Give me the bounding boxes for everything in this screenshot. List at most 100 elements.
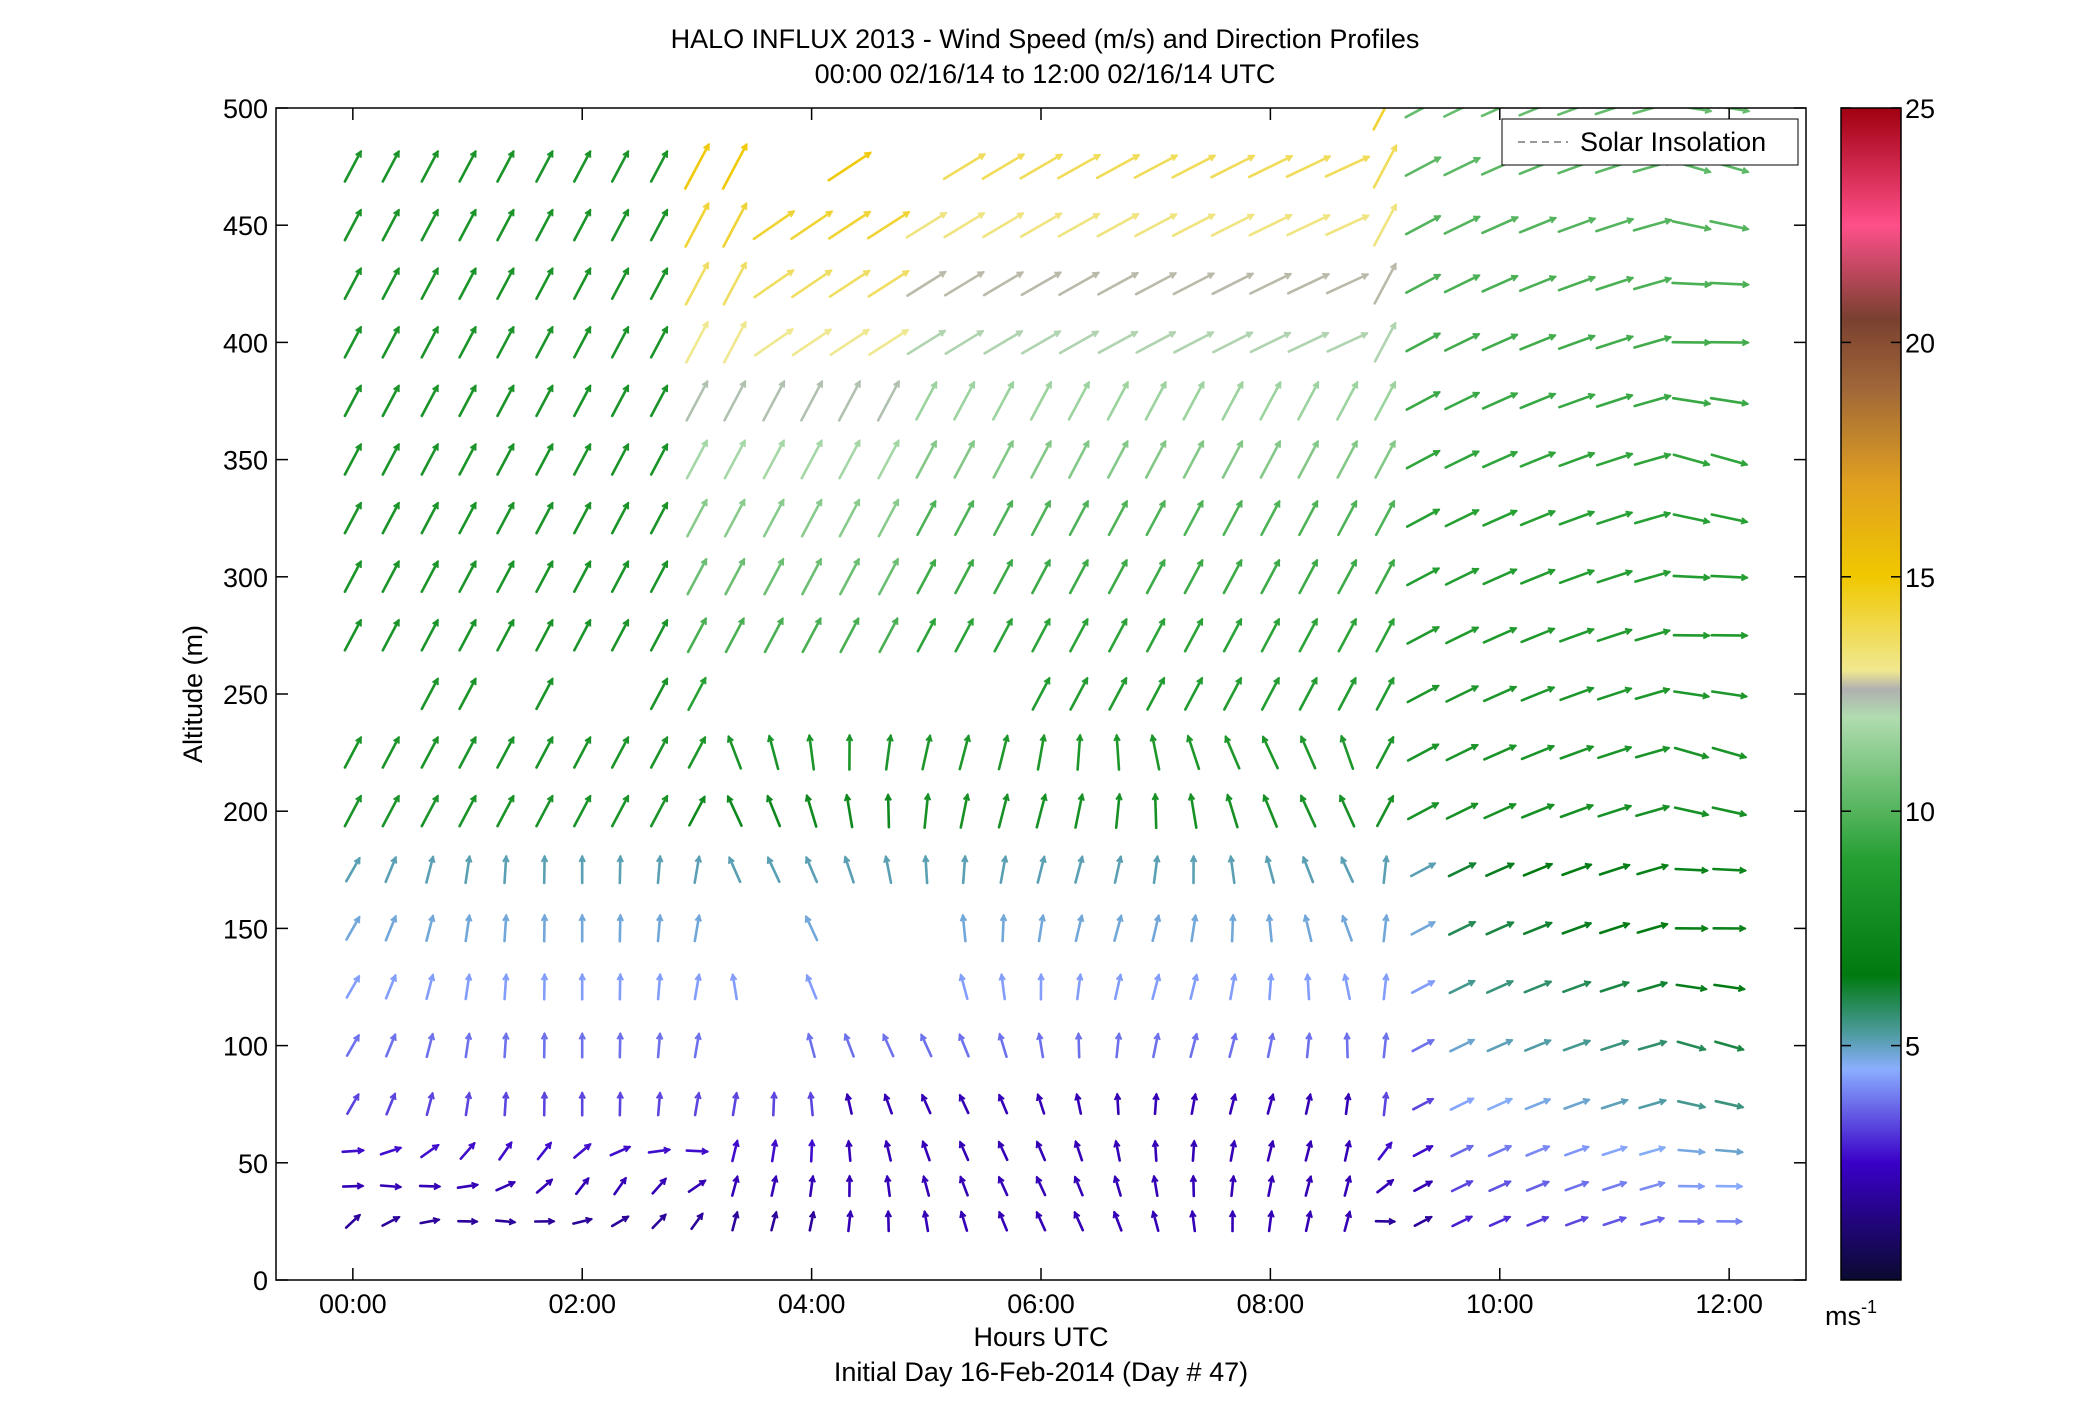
wind-vector-head bbox=[469, 325, 477, 334]
wind-vector-head bbox=[1158, 676, 1165, 685]
wind-vector bbox=[839, 617, 860, 654]
wind-vector bbox=[1523, 980, 1552, 994]
wind-vector bbox=[1411, 1038, 1435, 1053]
wind-vector bbox=[381, 794, 400, 828]
wind-vector-head bbox=[1074, 1092, 1082, 1101]
wind-vector bbox=[1482, 627, 1517, 644]
wind-vector bbox=[1343, 1210, 1351, 1232]
wind-vector bbox=[384, 974, 397, 1000]
wind-vector-head bbox=[976, 330, 985, 337]
wind-vector-head bbox=[1431, 743, 1440, 751]
wind-vector bbox=[1557, 276, 1596, 292]
wind-vector-head bbox=[1229, 1139, 1238, 1148]
wind-vector-head bbox=[1312, 380, 1320, 389]
wind-vector-head bbox=[1662, 628, 1672, 636]
wind-vector-head bbox=[578, 1091, 586, 1099]
wind-vector bbox=[1564, 1145, 1590, 1157]
wind-vector-head bbox=[393, 208, 400, 217]
wind-vector-head bbox=[1187, 792, 1196, 801]
wind-vector bbox=[1260, 618, 1281, 653]
wind-vector-head bbox=[1044, 558, 1051, 567]
wind-vector bbox=[1597, 804, 1632, 818]
wind-vector bbox=[1520, 627, 1555, 644]
wind-vector bbox=[992, 500, 1014, 537]
wind-vector bbox=[1445, 802, 1479, 820]
wind-vector bbox=[763, 617, 784, 654]
wind-vector-head bbox=[1586, 686, 1595, 694]
wind-vector bbox=[1633, 394, 1672, 408]
wind-vector bbox=[1300, 794, 1317, 828]
wind-vector-head bbox=[1197, 439, 1205, 448]
wind-vector-head bbox=[1191, 973, 1199, 982]
wind-vector bbox=[924, 855, 929, 885]
wind-vector bbox=[535, 326, 554, 359]
wind-vector-head bbox=[770, 1138, 779, 1148]
wind-vector-head bbox=[1235, 617, 1242, 626]
wind-vector-head bbox=[771, 1174, 779, 1183]
wind-vector-head bbox=[1432, 450, 1441, 457]
wind-vector-head bbox=[701, 1147, 710, 1156]
wind-vector-head bbox=[1663, 452, 1672, 460]
wind-vector bbox=[1068, 440, 1090, 479]
wind-vector-head bbox=[1586, 744, 1595, 752]
wind-vector-head bbox=[1075, 733, 1084, 742]
wind-vector bbox=[1151, 1210, 1160, 1232]
wind-vector bbox=[690, 1212, 704, 1231]
wind-vector-head bbox=[1620, 1098, 1629, 1106]
wind-vector bbox=[649, 443, 669, 476]
wind-vector bbox=[906, 270, 947, 297]
wind-vector bbox=[1183, 618, 1204, 653]
wind-vector-head bbox=[1344, 1174, 1353, 1183]
wind-vector bbox=[1709, 396, 1749, 406]
wind-vector-head bbox=[546, 735, 554, 744]
wind-vector-head bbox=[1624, 686, 1633, 694]
wind-vector-head bbox=[1246, 272, 1255, 280]
wind-vector-head bbox=[1207, 272, 1216, 280]
wind-vector-head bbox=[427, 1091, 435, 1100]
wind-vector-head bbox=[1663, 511, 1672, 519]
wind-vector-head bbox=[1044, 439, 1052, 448]
wind-vector bbox=[535, 384, 554, 418]
wind-vector bbox=[1602, 1181, 1627, 1192]
wind-vector-head bbox=[967, 617, 974, 626]
wind-vector bbox=[877, 558, 900, 596]
wind-vector bbox=[1113, 1175, 1122, 1197]
wind-vector-head bbox=[1388, 558, 1395, 567]
wind-vector-head bbox=[929, 499, 937, 508]
wind-vector bbox=[496, 150, 515, 183]
wind-vector-head bbox=[355, 325, 362, 334]
wind-vector bbox=[535, 150, 554, 183]
wind-vector bbox=[1405, 391, 1441, 411]
wind-vector-head bbox=[1432, 508, 1441, 516]
wind-vector-head bbox=[1510, 450, 1519, 458]
wind-vector-head bbox=[1382, 1032, 1390, 1041]
wind-vector-head bbox=[1114, 1032, 1123, 1040]
wind-vector-head bbox=[1017, 153, 1026, 161]
wind-vector-head bbox=[1267, 1209, 1275, 1218]
wind-vector-head bbox=[1624, 745, 1633, 753]
wind-vector bbox=[886, 793, 891, 829]
wind-vector-head bbox=[776, 617, 784, 625]
wind-vector-head bbox=[1081, 676, 1089, 685]
wind-vector-head bbox=[1740, 459, 1749, 467]
wind-vector bbox=[656, 914, 662, 943]
wind-vector-head bbox=[1621, 1039, 1630, 1047]
wind-vector bbox=[618, 855, 622, 885]
wind-vector-head bbox=[1073, 1210, 1081, 1219]
wind-vector-head bbox=[1267, 972, 1275, 981]
wind-vector-head bbox=[1739, 810, 1748, 818]
wind-vector bbox=[686, 617, 708, 654]
wind-vector bbox=[1210, 213, 1255, 237]
wind-vector-head bbox=[901, 329, 910, 336]
wind-vector-head bbox=[1112, 1175, 1121, 1184]
wind-vector-head bbox=[540, 1031, 549, 1040]
wind-vector bbox=[649, 677, 669, 711]
wind-vector bbox=[503, 1092, 508, 1117]
wind-vector bbox=[1248, 213, 1293, 237]
wind-vector-head bbox=[923, 792, 932, 801]
wind-vector-head bbox=[1661, 863, 1670, 871]
wind-vector-head bbox=[1702, 631, 1711, 640]
wind-vector bbox=[420, 677, 439, 711]
wind-vector-head bbox=[1657, 1215, 1666, 1224]
wind-vector bbox=[1373, 262, 1397, 305]
